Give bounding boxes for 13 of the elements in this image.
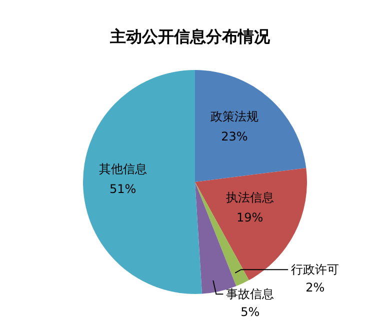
data-label: 23%	[221, 130, 248, 144]
data-label: 2%	[306, 280, 325, 295]
slice-label: 其他信息	[98, 162, 147, 176]
slice-label: 政策法规	[210, 110, 258, 124]
slice-label: 事故信息	[226, 287, 274, 302]
data-label: 5%	[240, 305, 260, 320]
data-label: 19%	[236, 210, 264, 225]
chart-title: 主动公开信息分布情况	[109, 27, 271, 48]
slice-label: 行政许可	[291, 262, 340, 277]
pie-slice	[195, 70, 306, 182]
data-label: 51%	[109, 182, 136, 196]
pie-slice	[83, 70, 202, 294]
slice-label: 执法信息	[226, 190, 274, 205]
